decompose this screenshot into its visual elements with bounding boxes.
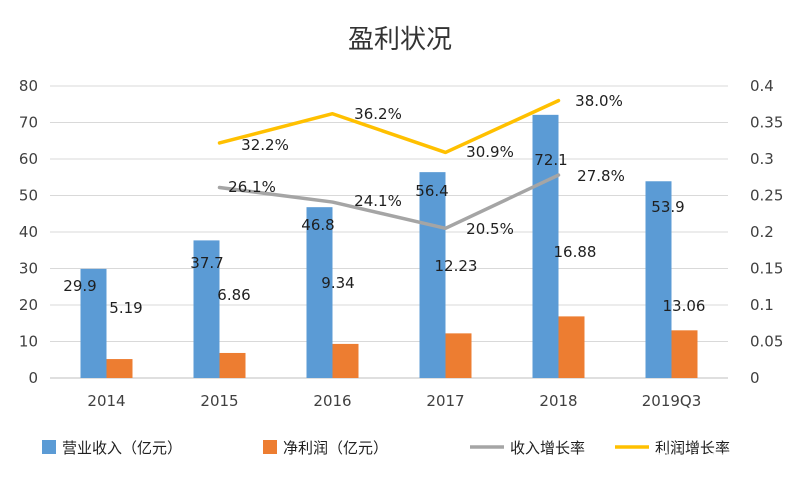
y-tick-label: 70	[19, 114, 38, 132]
gridlines	[50, 85, 728, 379]
revenue-growth-label: 20.5%	[466, 220, 514, 238]
bars	[80, 114, 698, 379]
legend-profit-swatch	[263, 440, 277, 454]
profit-bar	[445, 333, 472, 378]
y2-tick-label: 0.4	[750, 77, 774, 95]
profit-growth-label: 30.9%	[466, 143, 514, 161]
revenue-bar	[532, 114, 559, 379]
y-tick-label: 40	[19, 223, 38, 241]
profit-data-label: 16.88	[554, 243, 597, 261]
y-tick-label: 60	[19, 150, 38, 168]
profit-data-label: 13.06	[663, 297, 706, 315]
chart-title: 盈利状况	[348, 25, 452, 55]
x-tick-label: 2018	[539, 392, 577, 410]
profit-data-label: 5.19	[109, 299, 142, 317]
x-tick-label: 2019Q3	[642, 392, 702, 410]
y2-tick-label: 0.2	[750, 223, 774, 241]
legend-revenue-swatch	[42, 440, 56, 454]
y-tick-label: 80	[19, 77, 38, 95]
revenue-data-label: 72.1	[534, 151, 567, 169]
revenue-growth-label: 24.1%	[354, 192, 402, 210]
profit-data-label: 6.86	[217, 286, 250, 304]
legend-profit-label: 净利润（亿元）	[283, 439, 388, 457]
revenue-bar	[419, 172, 446, 378]
y2-tick-label: 0	[750, 369, 760, 387]
revenue-data-label: 53.9	[651, 198, 684, 216]
revenue-growth-label: 27.8%	[577, 167, 625, 185]
legend-profit-growth-label: 利润增长率	[655, 439, 730, 457]
profit-bar	[106, 359, 133, 378]
profit-growth-label: 32.2%	[241, 136, 289, 154]
revenue-growth-line	[217, 173, 561, 231]
legend-revenue-growth-label: 收入增长率	[510, 439, 585, 457]
y2-tick-label: 0.1	[750, 296, 774, 314]
profit-growth-label: 38.0%	[575, 92, 623, 110]
revenue-data-label: 37.7	[190, 254, 223, 272]
y-tick-label: 20	[19, 296, 38, 314]
revenue-growth-label: 26.1%	[228, 178, 276, 196]
y2-tick-label: 0.15	[750, 260, 783, 278]
y-tick-label: 10	[19, 333, 38, 351]
x-tick-label: 2015	[200, 392, 238, 410]
profit-bar	[219, 352, 246, 378]
y-tick-label: 0	[28, 369, 38, 387]
y2-tick-label: 0.05	[750, 333, 783, 351]
profit-growth-line	[217, 98, 561, 155]
lines	[217, 98, 561, 231]
revenue-data-label: 29.9	[63, 277, 96, 295]
profit-data-label: 12.23	[435, 257, 478, 275]
y-tick-label: 30	[19, 260, 38, 278]
profit-bar	[558, 316, 585, 378]
revenue-bar	[306, 207, 333, 378]
y-tick-label: 50	[19, 187, 38, 205]
revenue-bar	[193, 240, 220, 378]
profit-growth-label: 36.2%	[354, 105, 402, 123]
axes: 0 10 20 30 40 50 60 70 80 0 0.05 0.1 0.15 0.2 0.25 0.3 0…	[19, 77, 784, 410]
x-tick-label: 2016	[313, 392, 351, 410]
y2-tick-label: 0.35	[750, 114, 783, 132]
revenue-data-label: 46.8	[301, 216, 334, 234]
revenue-bar	[80, 268, 107, 378]
revenue-bar	[645, 181, 672, 378]
profit-data-label: 9.34	[321, 274, 354, 292]
profit-bar	[671, 330, 698, 378]
data-labels: 29.9 37.7 46.8 56.4 72.1 53.9 5.19 6.86 9.34 12.2…	[63, 92, 705, 317]
x-tick-label: 2017	[426, 392, 464, 410]
y2-tick-label: 0.25	[750, 187, 783, 205]
watermark-text: 雪球：句容投资小于	[639, 451, 792, 471]
x-tick-label: 2014	[87, 392, 125, 410]
revenue-data-label: 56.4	[415, 182, 448, 200]
profit-bar	[332, 343, 359, 378]
y2-tick-label: 0.3	[750, 150, 774, 168]
legend: 营业收入（亿元） 净利润（亿元） 收入增长率 利润增长率	[42, 439, 730, 457]
legend-revenue-label: 营业收入（亿元）	[62, 439, 182, 457]
